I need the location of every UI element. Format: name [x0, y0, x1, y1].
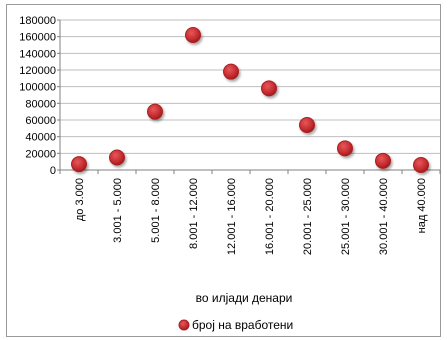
x-tick-label: 3.001 - 5.000 [112, 178, 124, 243]
data-point [223, 63, 239, 80]
y-tick-label: 180000 [19, 15, 56, 27]
data-point [413, 157, 429, 173]
x-axis-title: во илјади денари [196, 291, 293, 305]
axis-layer [57, 19, 441, 174]
data-point [147, 103, 163, 120]
data-point [109, 149, 125, 166]
data-point [337, 140, 353, 157]
legend-marker [178, 319, 190, 331]
data-point [71, 156, 87, 173]
y-tick-label: 120000 [19, 65, 56, 77]
x-tick-label: над 40.000 [416, 178, 428, 233]
y-tick-label: 60000 [25, 115, 56, 127]
x-tick-label: 5.001 - 8.000 [150, 178, 162, 243]
y-tick-labels: 180000 160000 140000 120000 100000 80000 60000… [19, 15, 56, 177]
y-tick-label: 100000 [19, 82, 56, 94]
data-point [185, 27, 201, 43]
y-tick-label: 160000 [19, 32, 56, 44]
y-tick-label: 0 [50, 165, 56, 177]
y-tick-label: 20000 [25, 148, 56, 160]
x-tick-label: 16.001 - 20.000 [264, 178, 276, 255]
x-tick-label: 8.001 - 12.000 [188, 178, 200, 249]
y-tick-label: 80000 [25, 98, 56, 110]
x-tick-label: 25.001 - 30.000 [340, 178, 352, 255]
x-tick-label: 20.001 - 25.000 [302, 178, 314, 255]
grid-layer [60, 19, 440, 154]
data-point [375, 152, 391, 169]
data-point [261, 80, 277, 97]
y-tick-label: 140000 [19, 48, 56, 60]
legend: број на вработени [178, 318, 293, 332]
y-tick-label: 40000 [25, 132, 56, 144]
x-tick-label: 12.001 - 16.000 [226, 178, 238, 255]
x-tick-label: 30.001 - 40.000 [378, 178, 390, 255]
x-tick-label: до 3.000 [74, 178, 86, 221]
x-tick-labels: до 3.000 3.001 - 5.000 5.001 - 8.000 8.001 … [74, 178, 428, 255]
data-point [299, 117, 315, 133]
data-points [71, 27, 429, 173]
legend-label: број на вработени [192, 318, 293, 332]
